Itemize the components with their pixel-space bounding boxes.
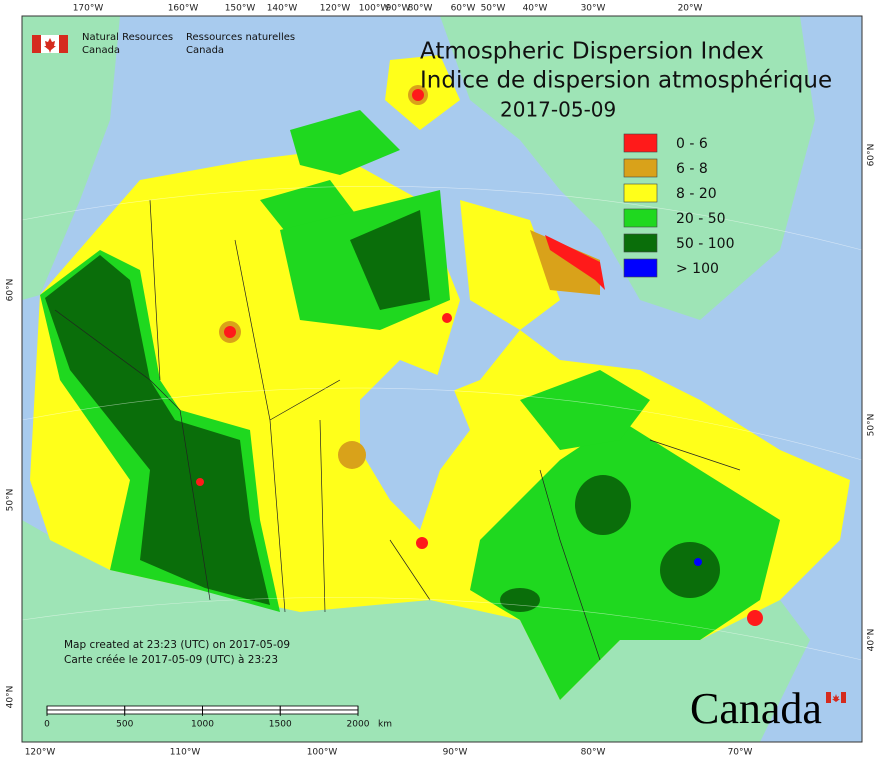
- zone-orange: [530, 230, 600, 295]
- legend-label: 20 - 50: [676, 211, 726, 227]
- legend-label: 0 - 6: [676, 136, 708, 152]
- lon-label: 90°W: [443, 748, 468, 758]
- zone-dark: [500, 588, 540, 612]
- zone-quebec: [520, 370, 650, 450]
- legend: 0 - 6 6 - 8 8 - 20 20 - 50 50 - 100 > 100: [623, 133, 735, 278]
- usa: [22, 520, 810, 742]
- graticule-labels: 170°W 160°W 150°W 140°W 120°W 100°W90°W80°W 60…: [6, 4, 877, 758]
- scale-segment: [46, 709, 126, 715]
- lat-label: 40°N: [6, 686, 16, 709]
- legend-swatch: [623, 183, 658, 203]
- scale-label: 0: [44, 720, 50, 730]
- agency-en: Canada: [82, 45, 120, 56]
- lon-label: 80°W: [408, 4, 433, 14]
- agency-fr: Ressources naturelles: [186, 32, 295, 43]
- scale-label: 500: [116, 720, 133, 730]
- legend-swatch: [623, 133, 658, 153]
- lon-label: 170°W: [73, 4, 104, 14]
- lon-label: 70°W: [728, 748, 753, 758]
- zone-dark: [575, 475, 631, 535]
- spot: [196, 478, 204, 486]
- lon-label: 60°W: [451, 4, 476, 14]
- map-date: 2017-05-09: [500, 98, 616, 122]
- spot: [442, 313, 452, 323]
- lon-label: 160°W: [168, 4, 199, 14]
- created-en: Map created at 23:23 (UTC) on 2017-05-09: [64, 639, 290, 651]
- legend-swatch: [623, 208, 658, 228]
- lon-label: 50°W: [481, 4, 506, 14]
- lat-label: 60°N: [867, 144, 877, 167]
- lat-label: 50°N: [6, 489, 16, 512]
- lon-label: 100°W: [307, 748, 338, 758]
- spot: [416, 537, 428, 549]
- island: [460, 200, 560, 330]
- scale-segment: [124, 709, 203, 715]
- spot: [412, 89, 424, 101]
- zone-dark: [660, 542, 720, 598]
- lon-label: 110°W: [170, 748, 201, 758]
- agency-en: Natural Resources: [82, 32, 173, 43]
- created-fr: Carte créée le 2017-05-09 (UTC) à 23:23: [64, 654, 278, 666]
- hudson-bay: [360, 360, 470, 530]
- alaska: [22, 16, 120, 300]
- title: Indice de dispersion atmosphérique: [420, 68, 832, 94]
- scale-label: 1000: [191, 720, 214, 730]
- lon-label: 120°W: [320, 4, 351, 14]
- lon-label: 140°W: [267, 4, 298, 14]
- legend-label: 50 - 100: [676, 236, 735, 252]
- spot: [747, 610, 763, 626]
- legend-label: 6 - 8: [676, 161, 708, 177]
- island: [290, 110, 400, 175]
- province-border: [54, 199, 741, 661]
- map-area: [21, 16, 863, 742]
- lon-label: 80°W: [581, 748, 606, 758]
- spot: [224, 326, 236, 338]
- legend-swatch: [623, 233, 658, 253]
- lon-label: 30°W: [581, 4, 606, 14]
- nrcan-flag: [32, 35, 68, 53]
- lon-label: 90°W: [386, 4, 411, 14]
- legend-swatch: [623, 158, 658, 178]
- lon-label: 40°W: [523, 4, 548, 14]
- scale-label: 2000: [347, 720, 370, 730]
- map-frame: [21, 15, 863, 743]
- zone-red: [545, 235, 605, 290]
- scale-label: 1500: [269, 720, 292, 730]
- lon-label: 100°W: [359, 4, 390, 14]
- scale-segment: [202, 709, 281, 715]
- scale-segment: [124, 705, 203, 711]
- scale-segment: [46, 705, 126, 711]
- zone-east: [470, 420, 780, 700]
- wordmark-flag: [826, 692, 846, 703]
- scale-segment: [279, 709, 359, 715]
- lon-label: 120°W: [25, 748, 56, 758]
- lon-label: 150°W: [225, 4, 256, 14]
- island: [350, 210, 430, 310]
- lat-label: 60°N: [6, 279, 16, 302]
- legend-swatch: [623, 258, 658, 278]
- wordmark: Canada: [690, 684, 822, 733]
- scale-bar: 0 500 1000 1500 2000 km: [44, 705, 392, 730]
- legend-label: > 100: [676, 261, 719, 277]
- agency-fr: Canada: [186, 45, 224, 56]
- lat-label: 50°N: [867, 414, 877, 437]
- title: Atmospheric Dispersion Index: [420, 39, 764, 65]
- scale-segment: [279, 705, 359, 711]
- legend-label: 8 - 20: [676, 186, 717, 202]
- scale-segment: [202, 705, 281, 711]
- spot: [694, 558, 702, 566]
- zone-west-dark: [45, 255, 270, 605]
- lon-label: 20°W: [678, 4, 703, 14]
- scale-unit: km: [378, 720, 392, 730]
- spot: [338, 441, 366, 469]
- lat-label: 40°N: [867, 629, 877, 652]
- graticule-line: [21, 186, 863, 661]
